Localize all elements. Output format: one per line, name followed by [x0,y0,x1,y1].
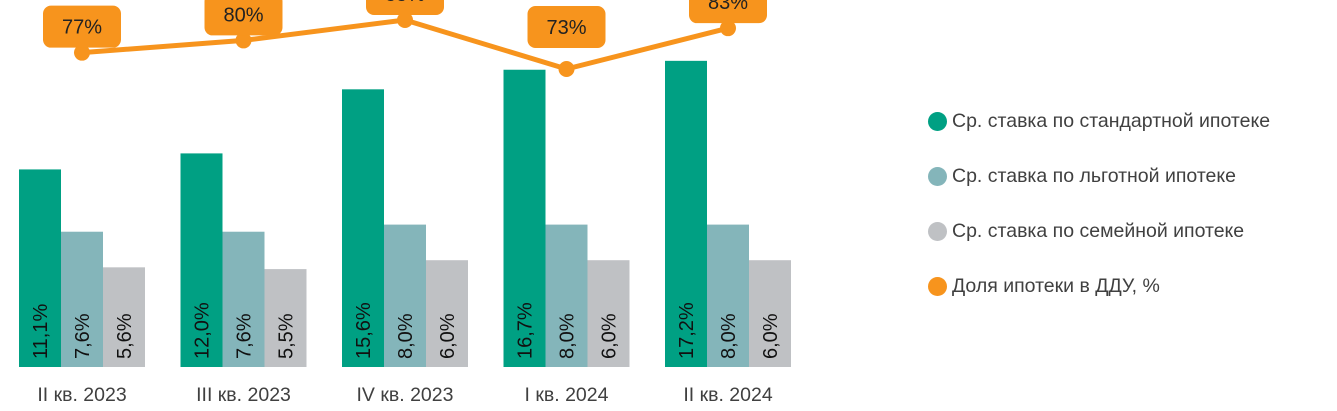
legend-item: Доля ипотеки в ДДУ, % [928,275,1337,297]
category-label: I кв. 2024 [525,384,609,406]
legend-item: Ср. ставка по стандартной ипотеке [928,110,1337,132]
bar [180,153,223,367]
bar-data-label: 5,6% [114,313,136,359]
bar [342,89,384,367]
bar [222,231,265,367]
bar-data-label: 8,0% [557,313,579,359]
legend-swatch [928,221,947,241]
bar-data-label: 11,1% [30,304,52,359]
bar [19,169,61,367]
share-point [235,32,252,49]
share-callout [366,0,444,15]
legend-item: Ср. ставка по льготной ипотеке [928,165,1337,187]
bar [665,60,707,368]
bars-layer [19,60,791,368]
legend-swatch [928,166,947,186]
category-labels-layer: II кв. 2023 III кв. 2023 IV кв. 2023 I кв. … [37,384,773,406]
bar-data-label: 15,6% [353,302,375,359]
category-label: II кв. 2024 [683,384,773,406]
bar [587,260,630,367]
legend-label: Доля ипотеки в ДДУ, % [952,274,1160,297]
bar-data-label: 17,2% [676,302,698,359]
category-label: II кв. 2023 [37,384,126,406]
share-callout [527,6,606,48]
legend-swatch [928,276,947,296]
share-data-label: 80% [223,4,263,26]
share-point [74,44,90,61]
legend-label: Ср. ставка по стандартной ипотеке [952,109,1271,132]
bar-data-label: 16,7% [515,302,537,359]
bar-data-label: 8,0% [718,313,740,359]
bar [103,267,145,367]
bar [545,224,588,367]
bar-data-label: 6,0% [599,313,621,359]
bar [426,260,468,367]
bar-data-label: 7,6% [234,313,256,359]
bar-data-label: 12,0% [192,302,214,359]
bar-data-label: 6,0% [437,313,459,359]
bar [264,269,307,367]
share-callout [204,0,283,36]
bar [503,69,546,368]
chart: 11,1% 7,6% 5,6% 12,0% 7,6% 5,5% 15,6% 8,0% 6,0% 1… [19,0,791,406]
bar [707,224,749,367]
bar-data-label: 5,5% [276,313,298,359]
legend-swatch [928,111,947,131]
share-callout [43,5,121,48]
share-data-label: 85% [385,0,425,6]
category-label: IV кв. 2023 [357,384,454,406]
share-point [558,61,575,77]
share-line-layer: 77% 80% 85% 73% 83% [43,0,767,77]
bar [384,224,426,367]
bar-data-label: 8,0% [395,313,417,359]
share-data-label: 73% [546,17,586,39]
share-callout [689,0,767,24]
bar-data-label: 7,6% [72,313,94,359]
share-data-label: 83% [708,0,748,14]
bar-data-label: 6,0% [760,313,782,359]
bar [749,260,791,367]
legend-label: Ср. ставка по семейной ипотеке [952,219,1245,242]
share-data-label: 77% [62,17,102,39]
category-label: III кв. 2023 [196,384,291,406]
legend-item: Ср. ставка по семейной ипотеке [928,220,1337,242]
legend-label: Ср. ставка по льготной ипотеке [952,164,1236,187]
share-point [720,20,736,37]
legend: Ср. ставка по стандартной ипотеке Ср. ста… [928,110,1337,330]
share-point [397,12,413,28]
bar [61,231,103,367]
bar-labels-layer: 11,1% 7,6% 5,6% 12,0% 7,6% 5,5% 15,6% 8,0% 6,0% 1… [30,302,782,359]
